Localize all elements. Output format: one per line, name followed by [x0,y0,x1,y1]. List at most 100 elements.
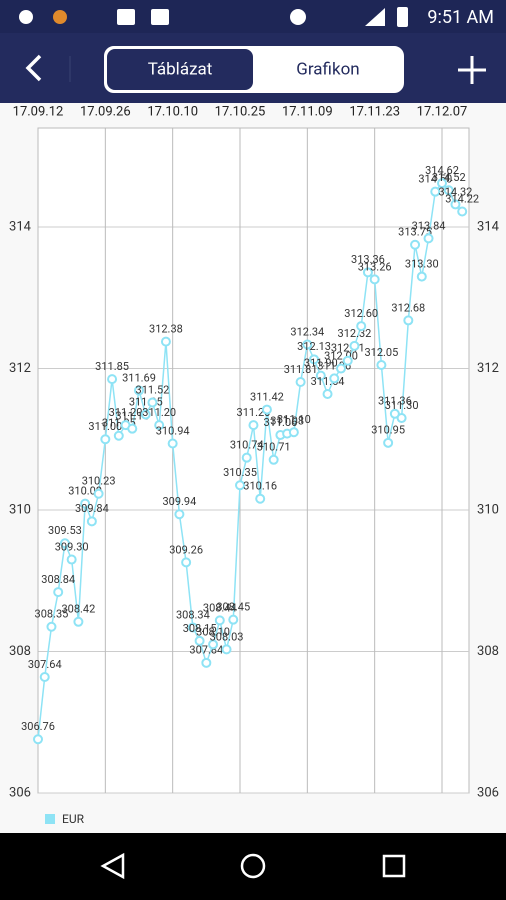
point [80,498,91,509]
x-tick-label: 17.12.07 [417,104,468,119]
point [342,355,353,366]
value-label: 311.69 [122,371,156,384]
value-label: 308.45 [216,601,250,614]
point [154,420,165,431]
point [349,340,360,351]
point [416,271,427,282]
point [383,437,394,448]
status-icons [19,7,408,27]
point [140,409,151,420]
point [295,376,306,387]
value-label: 309.53 [48,524,82,537]
value-label: 310.94 [156,424,190,437]
value-label: 310.35 [223,466,257,479]
value-label: 311.20 [237,406,271,419]
point [235,480,245,491]
x-tick-label: 17.09.12 [13,104,64,119]
point [403,315,414,326]
point [167,438,178,449]
point [302,339,313,350]
value-label: 314.62 [425,164,459,177]
point [362,267,373,278]
point [100,434,111,445]
point [201,657,212,668]
value-label: 313.26 [358,260,392,273]
point [450,199,461,210]
point [255,493,266,504]
value-label: 311.00 [88,420,122,433]
point [396,413,407,424]
point [187,622,198,633]
value-label: 307.64 [28,658,62,671]
value-label: 308.42 [61,603,95,616]
point [33,734,43,745]
point [322,389,333,399]
value-label: 313.84 [412,219,446,232]
point [430,186,441,197]
point [221,644,232,655]
point [113,430,124,441]
value-label: 306.76 [21,720,55,733]
point [329,373,340,384]
point [93,488,104,499]
value-label: 310.16 [243,480,277,493]
nav-home[interactable] [240,853,266,879]
point [457,206,468,217]
point [134,385,144,396]
value-label: 311.64 [311,375,345,388]
value-label: 307.84 [189,644,223,657]
point [53,587,64,598]
tab-label[interactable]: Grafikon [296,59,359,79]
point [248,420,259,431]
point [336,363,346,374]
value-label: 312.05 [364,346,398,359]
add-button[interactable] [458,56,486,84]
y-tick-label: 310 [9,502,31,517]
nav-recent[interactable] [382,854,406,878]
y-tick-label: 308 [477,644,499,659]
value-label: 312.11 [331,342,365,355]
point [181,557,192,568]
value-label: 314.52 [432,171,466,184]
value-label: 310.74 [230,439,264,452]
nav-bar [0,833,506,900]
point [315,370,326,381]
nav-back[interactable] [100,852,125,880]
value-label: 314.32 [439,185,473,198]
value-label: 312.60 [344,307,378,320]
tab-label[interactable]: Táblázat [148,59,213,79]
value-label: 313.36 [351,253,385,266]
point [46,621,57,632]
point [389,408,400,419]
value-label: 311.20 [142,406,176,419]
y-tick-label: 306 [477,785,499,800]
value-label: 309.30 [55,540,89,553]
tab-selected[interactable] [107,49,253,90]
point [309,354,320,365]
back-button[interactable] [25,54,42,82]
point [147,397,158,408]
value-label: 311.06 [263,416,297,429]
value-label: 311.15 [115,410,149,423]
y-tick-label: 312 [9,361,31,376]
point [214,615,225,626]
point [208,639,219,650]
value-label: 308.10 [196,625,230,638]
value-label: 308.84 [41,573,75,586]
value-label: 309.94 [162,495,196,508]
point [288,427,299,438]
value-label: 310.71 [257,441,291,454]
x-tick-label: 17.10.10 [147,104,198,119]
point [437,178,447,189]
point [241,452,252,463]
value-label: 311.85 [95,360,129,373]
point [107,374,118,385]
status-bar [0,0,506,33]
point [423,233,434,244]
y-tick-label: 314 [9,219,32,234]
x-tick-label: 17.10.25 [215,104,266,119]
clock: 9:51 AM [427,7,494,28]
y-tick-label: 314 [477,219,500,234]
y-tick-label: 312 [477,361,499,376]
value-label: 311.36 [378,395,412,408]
